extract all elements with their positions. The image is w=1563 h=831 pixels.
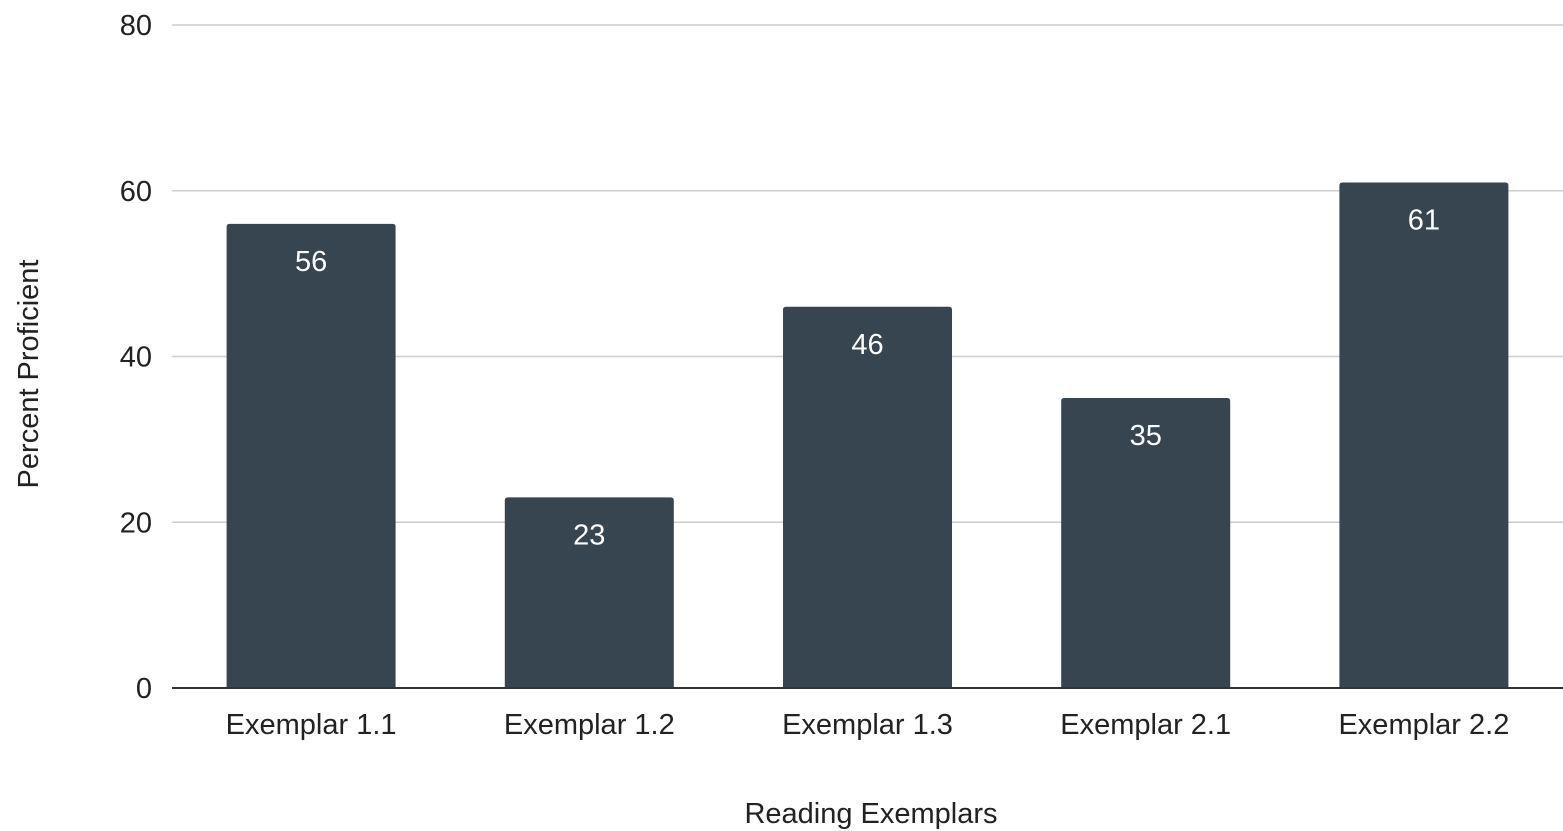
data-labels: 56 23 46 35 61	[295, 204, 1440, 551]
y-tick-label: 60	[120, 176, 152, 208]
bar-3	[783, 306, 952, 688]
bar-4	[1061, 397, 1231, 688]
y-tick-label: 0	[136, 673, 152, 705]
y-tick-label: 40	[120, 342, 152, 374]
x-axis-title: Reading Exemplars	[744, 798, 997, 830]
data-label: 46	[851, 329, 883, 361]
data-label: 56	[295, 246, 327, 278]
bars	[226, 182, 1509, 688]
x-tick-labels: Exemplar 1.1 Exemplar 1.2 Exemplar 1.3 Exem…	[226, 709, 1510, 741]
x-tick-label: Exemplar 2.2	[1338, 709, 1509, 741]
bar-2	[504, 497, 674, 688]
x-tick-label: Exemplar 1.3	[782, 709, 953, 741]
y-tick-labels: 0 20 40 60 80	[120, 10, 152, 705]
x-tick-label: Exemplar 1.2	[504, 709, 675, 741]
x-tick-label: Exemplar 2.1	[1060, 709, 1231, 741]
y-axis-title: Percent Proficient	[13, 260, 45, 489]
data-label: 61	[1408, 204, 1440, 236]
x-tick-label: Exemplar 1.1	[226, 709, 397, 741]
y-tick-label: 20	[120, 507, 152, 539]
data-label: 23	[573, 519, 605, 551]
bar-5	[1339, 182, 1509, 688]
bar-1	[226, 223, 396, 688]
y-tick-label: 80	[120, 10, 152, 42]
data-label: 35	[1130, 420, 1162, 452]
